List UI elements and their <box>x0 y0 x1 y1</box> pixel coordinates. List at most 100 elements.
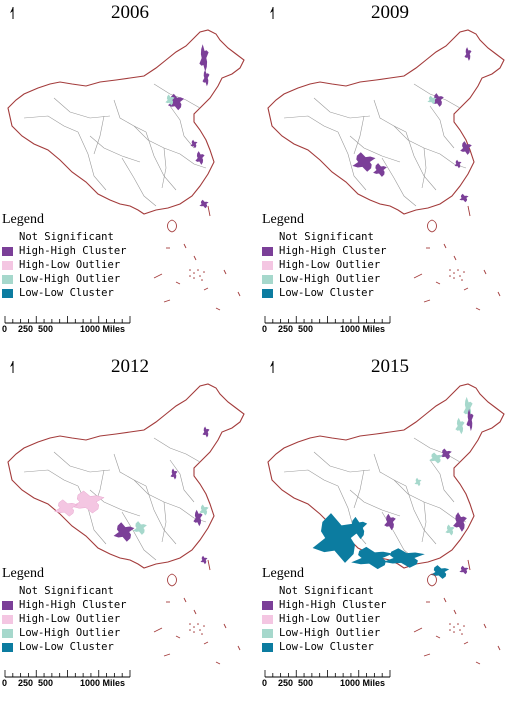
island-dot <box>449 623 451 625</box>
province-border <box>169 459 195 503</box>
cluster-region <box>53 499 79 517</box>
island-boundary <box>475 307 481 311</box>
island-dot <box>189 623 191 625</box>
province-border <box>405 131 437 191</box>
province-border <box>413 437 461 463</box>
island-dot <box>453 631 455 633</box>
legend-swatch <box>2 614 13 624</box>
legend-item: Low-Low Cluster <box>262 286 386 300</box>
china-map <box>267 383 505 665</box>
cluster-region <box>202 69 210 87</box>
island-dot <box>461 279 463 281</box>
legend-item: Low-High Outlier <box>2 272 126 286</box>
legend-label: Not Significant <box>279 585 374 597</box>
scale-tick-label: 250 <box>278 678 294 688</box>
island-dot <box>459 275 461 277</box>
legend-item: High-High Cluster <box>2 598 126 612</box>
province-border <box>23 115 79 133</box>
country-boundary <box>7 29 245 215</box>
cluster-region <box>195 151 205 165</box>
legend-label: High-Low Outlier <box>19 613 121 625</box>
island-boundary <box>467 205 471 217</box>
province-border <box>429 105 455 149</box>
island-boundary <box>435 281 441 285</box>
legend-label: Low-Low Cluster <box>19 287 114 299</box>
province-border <box>153 83 201 109</box>
scale-tick-label: 250 <box>278 324 294 334</box>
cluster-region <box>430 565 450 579</box>
cluster-region <box>200 555 208 565</box>
island-dot <box>201 279 203 281</box>
legend-item: Low-High Outlier <box>262 626 386 640</box>
legend: Legend Not Significant High-High Cluster Hi… <box>262 212 386 300</box>
island-dot <box>201 633 203 635</box>
island-boundary <box>163 299 171 303</box>
province-border <box>405 485 437 545</box>
island-boundary <box>175 281 181 285</box>
island-dot <box>193 626 195 628</box>
island-boundary <box>193 609 197 615</box>
island-boundary <box>463 287 469 291</box>
island-boundary <box>163 653 171 657</box>
cluster-region <box>459 565 469 575</box>
island-boundary <box>413 627 423 633</box>
legend-label: Low-High Outlier <box>19 273 121 285</box>
cluster-region <box>440 448 452 460</box>
cluster-region <box>454 159 462 169</box>
island-dot <box>463 271 465 273</box>
legend-swatch <box>262 246 273 256</box>
island-boundary <box>497 645 501 651</box>
legend-swatch <box>262 614 273 624</box>
island-dot <box>197 269 199 271</box>
scale-tick-label: 500 <box>298 324 314 334</box>
province-border <box>153 437 201 463</box>
map-panel-2015: 2015 Legend Not Significant High-High Clus… <box>260 354 520 707</box>
island-boundary <box>207 205 211 217</box>
legend-item: Low-Low Cluster <box>2 286 126 300</box>
legend-swatch <box>262 232 273 242</box>
country-boundary <box>7 383 245 569</box>
legend-swatch <box>262 600 273 610</box>
china-map <box>7 29 245 311</box>
cluster-region <box>312 513 364 563</box>
province-border <box>161 501 167 543</box>
province-border <box>53 97 111 119</box>
island-dot <box>459 629 461 631</box>
legend-item: High-Low Outlier <box>2 258 126 272</box>
province-border <box>145 131 177 191</box>
scale-bar: 0 250 500 1000 Miles <box>2 310 152 338</box>
cluster-region <box>199 504 209 516</box>
country-boundary <box>267 29 505 215</box>
legend-title: Legend <box>262 212 304 227</box>
province-border <box>349 135 401 163</box>
legend-item: High-Low Outlier <box>2 612 126 626</box>
island-dot <box>457 269 459 271</box>
province-border <box>381 157 417 207</box>
island-dot <box>197 623 199 625</box>
cluster-region <box>133 521 147 535</box>
province-border <box>421 147 427 189</box>
island-boundary <box>463 641 469 645</box>
cluster-region <box>193 509 203 527</box>
island-dot <box>199 275 201 277</box>
scale-tick-label: 0 <box>262 678 268 688</box>
island-dot <box>453 277 455 279</box>
legend-title: Legend <box>2 566 44 581</box>
cluster-region <box>190 139 198 149</box>
island-dot <box>453 626 455 628</box>
cluster-region <box>170 468 178 480</box>
island-boundary <box>413 273 423 279</box>
map-panel-2012: 2012 Legend Not Significant High-High Clus… <box>0 354 260 707</box>
legend-swatch <box>262 642 273 652</box>
island-boundary <box>443 243 447 249</box>
island-dot <box>463 625 465 627</box>
island-boundary <box>475 661 481 665</box>
legend-label: High-Low Outlier <box>279 613 381 625</box>
legend-label: High-High Cluster <box>19 245 127 257</box>
cluster-region <box>460 141 472 155</box>
cluster-region <box>384 513 396 531</box>
legend-label: Low-High Outlier <box>279 273 381 285</box>
province-border <box>23 469 79 487</box>
island-boundary <box>483 623 487 629</box>
island-dot <box>199 629 201 631</box>
